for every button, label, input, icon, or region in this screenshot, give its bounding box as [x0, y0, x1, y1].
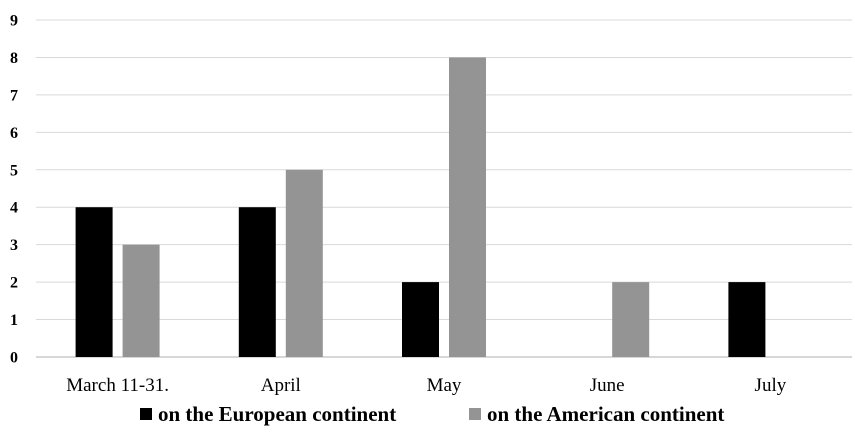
- y-tick-label: 6: [10, 125, 18, 142]
- bar-european-0: [75, 207, 113, 357]
- bar-american-2: [449, 57, 486, 357]
- x-axis-category-labels: March 11-31. April May June July: [66, 375, 786, 396]
- x-category-label: March 11-31.: [66, 375, 169, 396]
- x-category-label: June: [590, 375, 625, 396]
- bar-american-3: [612, 282, 650, 357]
- bar-european-2: [402, 282, 439, 357]
- x-category-label: May: [427, 375, 462, 396]
- legend-swatch-american: [469, 408, 481, 420]
- y-tick-label: 8: [10, 50, 18, 67]
- x-category-label: April: [261, 375, 301, 396]
- y-tick-label: 2: [10, 275, 18, 292]
- bar-european-1: [238, 207, 276, 357]
- legend-swatch-european: [140, 408, 152, 420]
- y-tick-label: 3: [10, 237, 18, 254]
- legend: on the European continent on the American…: [140, 402, 724, 426]
- bar-american-0: [122, 244, 160, 357]
- x-category-label: July: [755, 375, 787, 396]
- y-tick-label: 0: [10, 350, 18, 367]
- bars: [75, 57, 766, 357]
- bar-european-4: [728, 282, 766, 357]
- y-axis-tick-labels: 0 1 2 3 4 5 6 7 8 9: [10, 13, 18, 367]
- y-tick-label: 5: [10, 162, 18, 179]
- y-tick-label: 4: [10, 200, 18, 217]
- bar-american-1: [285, 169, 323, 357]
- y-tick-label: 7: [10, 87, 18, 104]
- gridlines: [36, 19, 852, 358]
- y-tick-label: 9: [10, 13, 18, 30]
- legend-label-american: on the American continent: [487, 402, 724, 426]
- legend-label-european: on the European continent: [158, 402, 396, 426]
- y-tick-label: 1: [10, 312, 18, 329]
